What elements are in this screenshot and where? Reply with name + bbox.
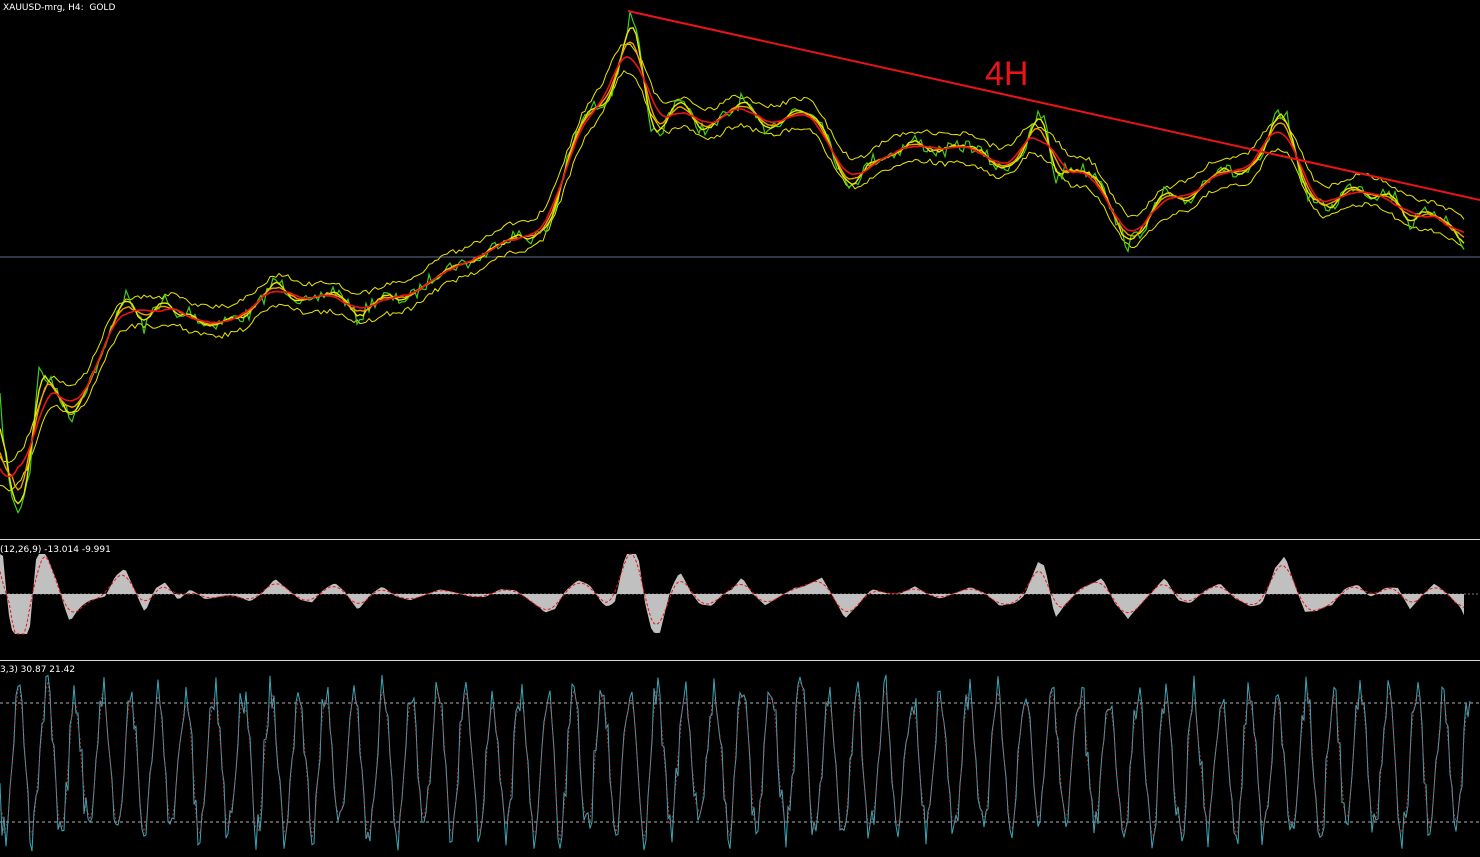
- envelope-upper: [0, 43, 1465, 463]
- pane-separator[interactable]: [0, 660, 1480, 661]
- trendline-label: 4H: [985, 55, 1029, 93]
- ma-fast: [0, 27, 1465, 505]
- pane-separator[interactable]: [0, 539, 1480, 540]
- chart-title: XAUUSD-mrg, H4: GOLD: [3, 3, 116, 13]
- ma-slow: [0, 55, 1465, 478]
- macd-signal-line: [0, 553, 1465, 635]
- macd-pane[interactable]: (12,26,9) -13.014 -9.991: [0, 542, 1480, 659]
- stochastic-pane[interactable]: 3,3) 30.87 21.42: [0, 662, 1480, 857]
- price-chart[interactable]: [0, 0, 1480, 539]
- macd-label: (12,26,9) -13.014 -9.991: [0, 545, 111, 555]
- ma-mid: [0, 41, 1465, 491]
- price-chart-pane[interactable]: XAUUSD-mrg, H4: GOLD 4H: [0, 0, 1480, 539]
- stochastic-chart: [0, 674, 1480, 852]
- macd-chart: [0, 553, 1480, 635]
- stoch-signal-line: [0, 681, 1471, 842]
- trendline[interactable]: [627, 10, 1480, 201]
- stoch-main-line: [0, 674, 1471, 852]
- envelope-lower: [0, 69, 1465, 492]
- stochastic-label: 3,3) 30.87 21.42: [0, 665, 76, 675]
- price-line: [0, 11, 1465, 514]
- macd-histogram: [0, 554, 1464, 634]
